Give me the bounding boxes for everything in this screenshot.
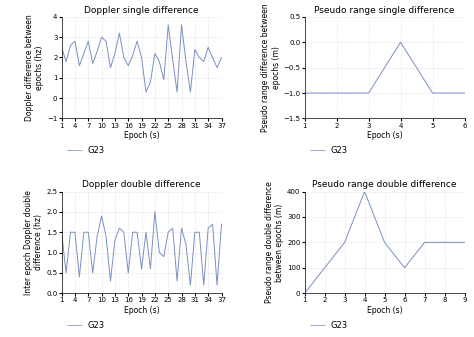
Y-axis label: Pseudo range double difference
between epochs (m): Pseudo range double difference between e… xyxy=(265,182,284,303)
Title: Doppler single difference: Doppler single difference xyxy=(84,6,199,15)
Text: G23: G23 xyxy=(88,321,105,330)
Y-axis label: Pseudo range difference between
epochs (m): Pseudo range difference between epochs (… xyxy=(261,3,281,132)
Text: G23: G23 xyxy=(331,321,348,330)
Text: G23: G23 xyxy=(331,146,348,155)
Text: ——: —— xyxy=(66,321,83,330)
Title: Doppler double difference: Doppler double difference xyxy=(82,180,201,189)
X-axis label: Epoch (s): Epoch (s) xyxy=(367,131,402,141)
Text: G23: G23 xyxy=(88,146,105,155)
X-axis label: Epoch (s): Epoch (s) xyxy=(124,131,159,141)
Title: Pseudo range double difference: Pseudo range double difference xyxy=(312,180,457,189)
X-axis label: Epoch (s): Epoch (s) xyxy=(124,306,159,315)
Y-axis label: Doppler difference between
epochs (hz): Doppler difference between epochs (hz) xyxy=(25,14,44,121)
Title: Pseudo range single difference: Pseudo range single difference xyxy=(314,6,455,15)
X-axis label: Epoch (s): Epoch (s) xyxy=(367,306,402,315)
Text: ——: —— xyxy=(310,321,326,330)
Y-axis label: Inter epoch Doppler double
difference (hz): Inter epoch Doppler double difference (h… xyxy=(24,190,44,295)
Text: ——: —— xyxy=(66,146,83,155)
Text: ——: —— xyxy=(310,146,326,155)
